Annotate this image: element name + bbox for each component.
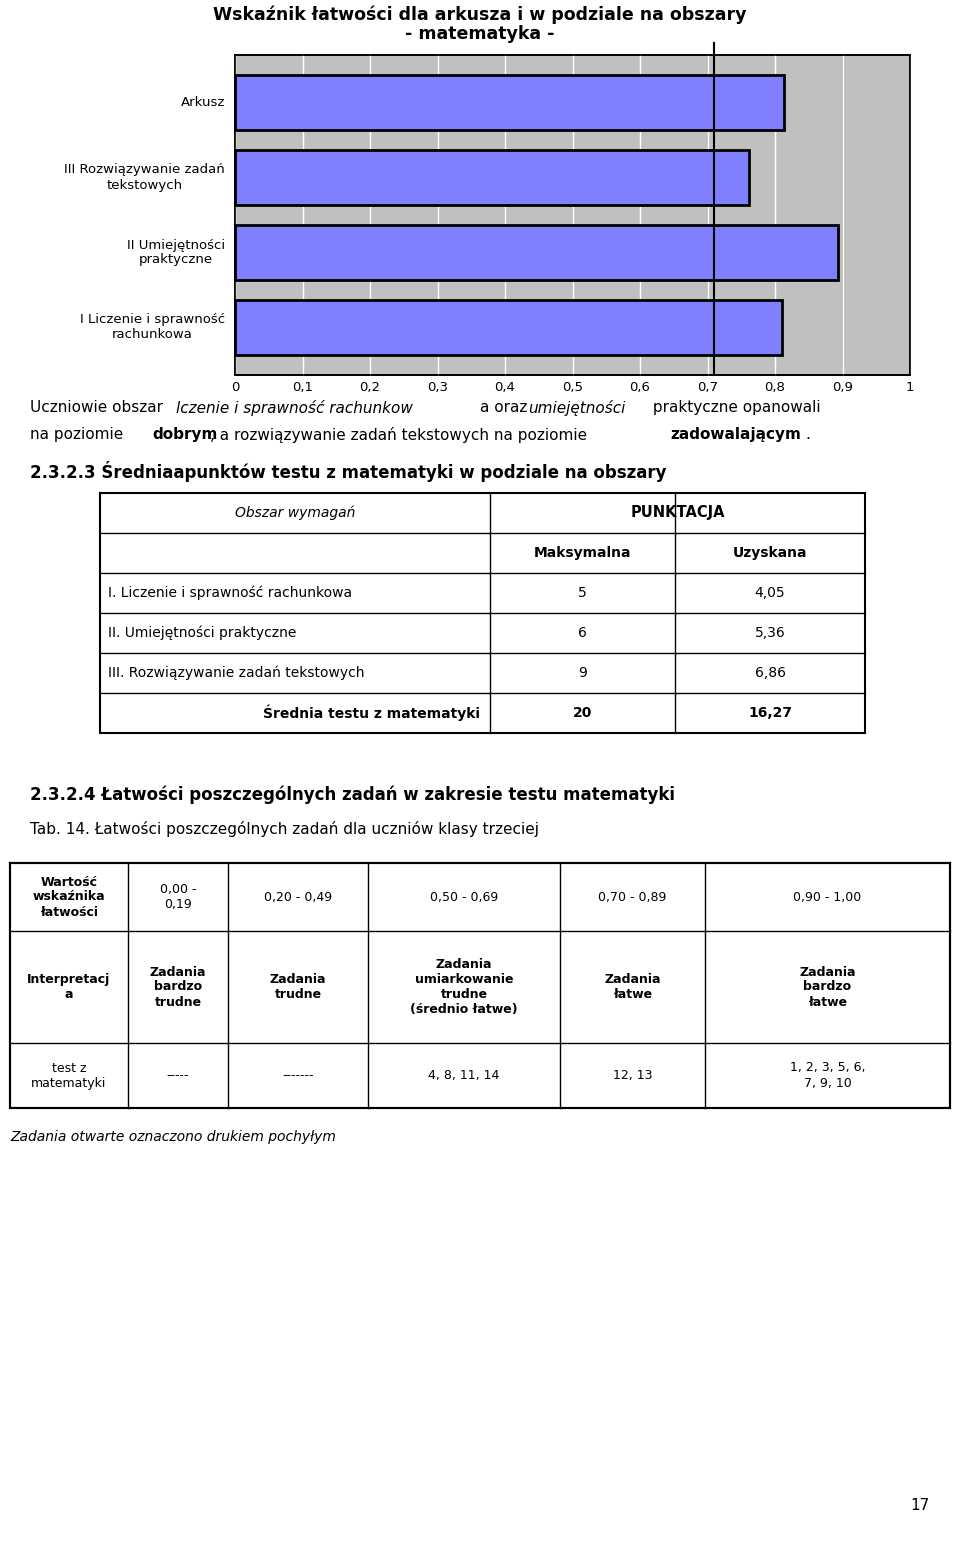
Text: dobrym: dobrym (152, 427, 217, 441)
Text: 12, 13: 12, 13 (612, 1069, 652, 1082)
Text: Wskaźnik łatwości dla arkusza i w podziale na obszary: Wskaźnik łatwości dla arkusza i w podzia… (213, 5, 747, 23)
Text: 0,70 - 0,89: 0,70 - 0,89 (598, 890, 666, 904)
Text: lczenie i sprawność rachunkow: lczenie i sprawność rachunkow (176, 400, 413, 417)
Text: 0,00 -
0,19: 0,00 - 0,19 (159, 883, 196, 910)
Text: Obszar wymagań: Obszar wymagań (235, 506, 355, 520)
Text: Zadania
trudne: Zadania trudne (270, 974, 326, 1001)
Text: 2.3.2.3 Średniaapunktów testu z matematyki w podziale na obszary: 2.3.2.3 Średniaapunktów testu z matematy… (30, 461, 666, 481)
Text: 20: 20 (573, 707, 592, 721)
Text: 0,5: 0,5 (562, 381, 583, 393)
Text: III Rozwiązywanie zadań
tekstowych: III Rozwiązywanie zadań tekstowych (64, 164, 225, 191)
Text: umiejętności: umiejętności (528, 400, 625, 417)
Text: 4, 8, 11, 14: 4, 8, 11, 14 (428, 1069, 500, 1082)
Text: 0,90 - 1,00: 0,90 - 1,00 (793, 890, 862, 904)
Text: III. Rozwiązywanie zadań tekstowych: III. Rozwiązywanie zadań tekstowych (108, 665, 365, 680)
Bar (235, 299, 781, 355)
Text: na poziomie: na poziomie (30, 427, 128, 441)
Text: 1: 1 (905, 381, 914, 393)
Text: 0,9: 0,9 (832, 381, 852, 393)
Text: 0: 0 (230, 381, 239, 393)
Bar (235, 76, 784, 130)
Text: Maksymalna: Maksymalna (534, 546, 632, 560)
Text: - matematyka -: - matematyka - (405, 25, 555, 43)
Text: -----: ----- (167, 1069, 189, 1082)
Text: Uczniowie obszar: Uczniowie obszar (30, 400, 168, 415)
Text: I. Liczenie i sprawność rachunkowa: I. Liczenie i sprawność rachunkowa (108, 586, 352, 600)
Text: 6,86: 6,86 (755, 667, 785, 680)
Text: 0,7: 0,7 (697, 381, 718, 393)
Text: 0,6: 0,6 (630, 381, 651, 393)
Text: 6: 6 (578, 626, 587, 640)
Bar (235, 56, 910, 375)
Text: II. Umiejętności praktyczne: II. Umiejętności praktyczne (108, 626, 297, 640)
Text: a oraz: a oraz (480, 400, 532, 415)
Text: 2.3.2.4 Łatwości poszczególnych zadań w zakresie testu matematyki: 2.3.2.4 Łatwości poszczególnych zadań w … (30, 785, 675, 804)
Text: II Umiejętności
praktyczne: II Umiejętności praktyczne (127, 239, 225, 267)
Text: 0,50 - 0,69: 0,50 - 0,69 (430, 890, 498, 904)
Text: Zadania
bardzo
trudne: Zadania bardzo trudne (150, 966, 206, 1009)
Bar (235, 150, 750, 205)
Text: zadowalającym: zadowalającym (670, 427, 801, 441)
Text: Interpretacj
a: Interpretacj a (28, 974, 110, 1001)
Text: 16,27: 16,27 (748, 707, 792, 721)
Text: 0,4: 0,4 (494, 381, 516, 393)
Text: praktyczne opanowali: praktyczne opanowali (648, 400, 821, 415)
Text: 17: 17 (911, 1498, 930, 1514)
Text: 5: 5 (578, 586, 587, 600)
Text: Wartość
wskaźnika
łatwości: Wartość wskaźnika łatwości (33, 875, 106, 918)
Text: , a rozwiązywanie zadań tekstowych na poziomie: , a rozwiązywanie zadań tekstowych na po… (210, 427, 592, 443)
Text: 0,3: 0,3 (427, 381, 448, 393)
Text: Tab. 14. Łatwości poszczególnych zadań dla uczniów klasy trzeciej: Tab. 14. Łatwości poszczególnych zadań d… (30, 821, 539, 836)
Text: .: . (805, 427, 810, 441)
Text: Zadania
umiarkowanie
trudne
(średnio łatwe): Zadania umiarkowanie trudne (średnio łat… (410, 958, 517, 1015)
Text: 0,8: 0,8 (764, 381, 785, 393)
Text: 4,05: 4,05 (755, 586, 785, 600)
Text: Zadania
bardzo
łatwe: Zadania bardzo łatwe (800, 966, 855, 1009)
Text: Arkusz: Arkusz (180, 96, 225, 110)
Text: PUNKTACJA: PUNKTACJA (631, 506, 725, 520)
Text: test z
matematyki: test z matematyki (32, 1062, 107, 1089)
Text: 0,2: 0,2 (359, 381, 380, 393)
Text: 0,20 - 0,49: 0,20 - 0,49 (264, 890, 332, 904)
Text: 1, 2, 3, 5, 6,
7, 9, 10: 1, 2, 3, 5, 6, 7, 9, 10 (790, 1062, 865, 1089)
Text: 9: 9 (578, 667, 587, 680)
Text: -------: ------- (282, 1069, 314, 1082)
Text: Uzyskana: Uzyskana (732, 546, 807, 560)
Text: Zadania
łatwe: Zadania łatwe (604, 974, 660, 1001)
Bar (235, 225, 838, 279)
Text: 5,36: 5,36 (755, 626, 785, 640)
Bar (10, 863, 950, 1108)
Text: Średnia testu z matematyki: Średnia testu z matematyki (263, 705, 480, 721)
Text: 0,1: 0,1 (292, 381, 313, 393)
Text: Zadania otwarte oznaczono drukiem pochyłym: Zadania otwarte oznaczono drukiem pochył… (10, 1129, 336, 1143)
Text: I Liczenie i sprawność
rachunkowa: I Liczenie i sprawność rachunkowa (80, 313, 225, 341)
